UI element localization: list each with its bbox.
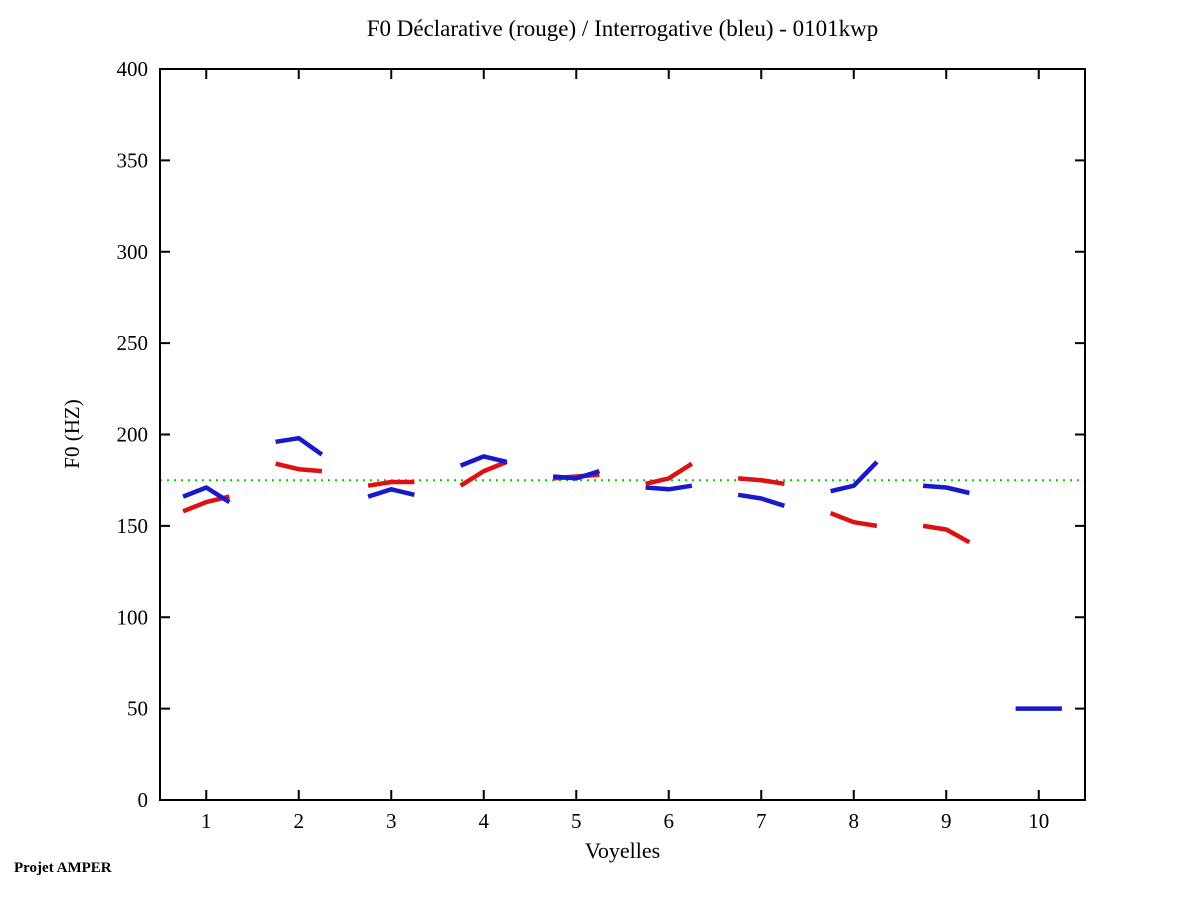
y-tick-label: 50: [127, 697, 148, 721]
x-tick-label: 3: [386, 809, 397, 833]
segment-déclarative-2: [275, 461, 323, 474]
segment-interrogative-9: [922, 483, 970, 496]
segment-déclarative-9: [922, 523, 971, 545]
segment-déclarative-4: [459, 459, 508, 488]
segment-déclarative-6: [645, 461, 694, 486]
x-tick-label: 8: [849, 809, 860, 833]
x-tick-label: 4: [479, 809, 490, 833]
segment-interrogative-8: [830, 460, 879, 494]
y-tick-label: 200: [117, 423, 149, 447]
x-tick-label: 7: [756, 809, 767, 833]
x-axis-label: Voyelles: [584, 838, 661, 863]
y-tick-label: 250: [117, 331, 149, 355]
segment-interrogative-5: [552, 468, 601, 481]
y-tick-label: 400: [117, 57, 149, 81]
segment-interrogative-4: [459, 454, 508, 468]
segment-interrogative-1: [182, 485, 231, 505]
segment-interrogative-3: [367, 487, 415, 499]
segment-interrogative-2: [275, 435, 324, 457]
y-tick-label: 100: [117, 605, 149, 629]
segment-interrogative-6: [645, 483, 693, 492]
x-tick-label: 5: [571, 809, 582, 833]
x-tick-label: 2: [294, 809, 305, 833]
y-tick-label: 150: [117, 514, 149, 538]
segment-déclarative-3: [367, 479, 415, 488]
plot-box: [159, 68, 1086, 801]
footer-text: Projet AMPER: [14, 860, 112, 876]
x-tick-label: 1: [201, 809, 212, 833]
x-tick-label: 6: [664, 809, 675, 833]
chart-title: F0 Déclarative (rouge) / Interrogative (…: [366, 16, 879, 41]
x-tick-label: 10: [1028, 809, 1049, 833]
y-tick-label: 300: [117, 240, 149, 264]
x-tick-label: 9: [941, 809, 952, 833]
segment-déclarative-8: [829, 511, 878, 529]
y-tick-label: 350: [117, 148, 149, 172]
y-tick-label: 0: [138, 788, 149, 812]
segment-déclarative-7: [737, 476, 785, 487]
segment-interrogative-7: [737, 492, 786, 508]
